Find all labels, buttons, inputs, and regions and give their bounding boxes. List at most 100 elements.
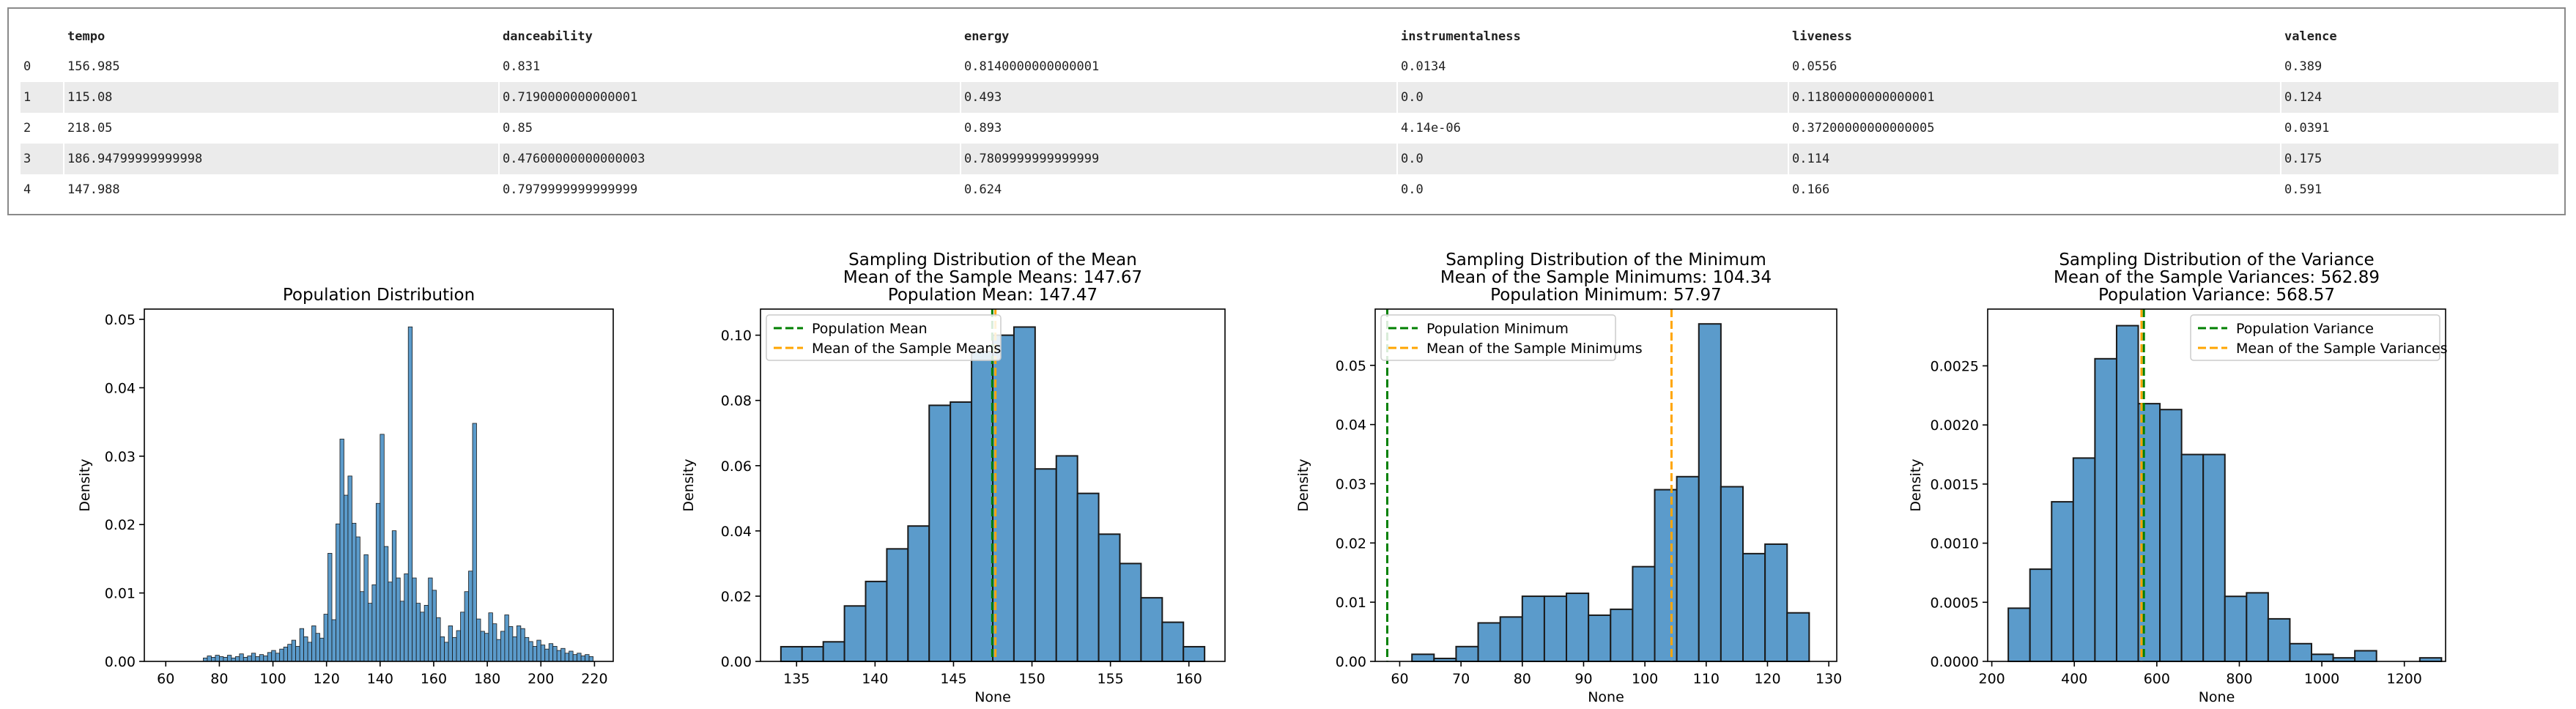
histogram-bar	[311, 626, 317, 662]
table-row: 4 147.988 0.7979999999999999 0.624 0.0 0…	[21, 174, 2558, 205]
histogram-bar	[315, 633, 320, 662]
table-cell: 0.175	[2280, 144, 2558, 174]
x-axis-label: None	[2199, 689, 2235, 705]
plot-frame	[1374, 308, 1837, 662]
histogram-bar	[468, 571, 473, 662]
histogram-bar	[886, 548, 909, 662]
chart-title-line: Population Variance: 568.57	[2098, 286, 2335, 305]
table-cell: 0.11800000000000001	[1788, 82, 2281, 113]
histogram-bar	[2159, 409, 2183, 662]
y-axis-label: Density	[77, 459, 93, 511]
x-tick-label: 160	[421, 671, 447, 687]
histogram-bar	[331, 619, 336, 662]
histogram-bar	[1034, 468, 1057, 662]
histogram-bar	[492, 623, 497, 662]
histogram-bar	[928, 404, 952, 663]
chart-title-line: Population Minimum: 57.97	[1490, 286, 1722, 305]
histogram-bar	[2267, 617, 2291, 663]
histogram-bar	[2029, 568, 2053, 663]
x-tick-label: 80	[1514, 671, 1531, 687]
table-cell: 0.0556	[1788, 51, 2281, 82]
histogram-bar	[907, 525, 930, 662]
histogram-bar	[391, 530, 397, 662]
y-axis-label: Density	[1908, 459, 1924, 511]
table-row: 1 115.08 0.7190000000000001 0.493 0.0 0.…	[21, 82, 2558, 113]
y-tick-label: 0.02	[721, 589, 752, 605]
legend: Population Minimum Mean of the Sample Min…	[1380, 314, 1643, 361]
table-cell: 0.8140000000000001	[960, 51, 1397, 82]
x-tick-label: 150	[1018, 671, 1045, 687]
histogram-bar	[1140, 597, 1163, 662]
x-tick-label: 90	[1574, 671, 1592, 687]
histogram-bar	[383, 546, 389, 662]
table-cell: 147.988	[63, 174, 499, 205]
plot-frame	[1987, 308, 2446, 662]
histogram-bar	[367, 603, 373, 662]
histogram-bar	[1098, 533, 1121, 662]
histogram-bar	[464, 591, 469, 662]
histogram-bar	[440, 636, 445, 662]
row-index: 1	[21, 82, 64, 113]
chart-title-line: Sampling Distribution of the Variance	[2059, 250, 2374, 270]
histogram-bar	[239, 653, 244, 662]
histogram-bar	[1764, 543, 1788, 662]
y-tick-label: 0.00	[105, 654, 136, 670]
legend-box	[1380, 314, 1616, 361]
x-tick-label: 800	[2226, 671, 2252, 687]
table-cell: 0.0	[1396, 174, 1788, 205]
charts-figure: 60 80 100 120 140 160 180 200 220 0.00 0.01 0.02 0.0…	[77, 250, 2448, 705]
histogram-bar	[1543, 595, 1568, 662]
histogram-bar	[1676, 475, 1700, 662]
table-cell: 0.0134	[1396, 51, 1788, 82]
y-tick-label: 0.0010	[1931, 536, 1979, 552]
table-row: 0 156.985 0.831 0.8140000000000001 0.013…	[21, 51, 2558, 82]
column-header: liveness	[1788, 22, 2281, 51]
histogram-bar	[1742, 552, 1766, 662]
y-tick-label: 0.03	[1336, 476, 1366, 492]
histogram-bar	[295, 646, 300, 662]
x-tick-label: 145	[940, 671, 966, 687]
y-tick-label: 0.00	[721, 654, 752, 670]
x-tick-label: 140	[862, 671, 888, 687]
histogram-bar	[1720, 486, 1744, 662]
histogram-bar	[1055, 455, 1078, 662]
chart-panel-4: 200 400 600 800 1000 1200 0.0000 0.0005 0.0010 0.…	[1908, 250, 2448, 705]
y-axis-label: Density	[681, 459, 697, 511]
x-tick-label: 200	[1978, 671, 2005, 687]
histogram-bar	[524, 636, 530, 662]
histogram-bar	[2246, 592, 2269, 662]
y-tick-label: 0.06	[721, 459, 752, 475]
y-tick-label: 0.05	[105, 312, 136, 328]
x-tick-label: 220	[581, 671, 607, 687]
histogram-bar	[476, 618, 481, 662]
x-axis-label: None	[1588, 689, 1624, 705]
histogram-bar	[428, 577, 433, 662]
y-tick-label: 0.04	[1336, 417, 1366, 434]
histogram-bar	[1786, 612, 1810, 663]
y-tick-label: 0.10	[721, 328, 752, 344]
histogram-bar	[1161, 621, 1185, 662]
chart-panel-3: 60 70 80 90 100 110 120 130 0.00 0.01 0.02 0.03 0.04…	[1295, 250, 1842, 705]
table-cell: 0.7809999999999999	[960, 144, 1397, 174]
x-tick-label: 60	[157, 671, 174, 687]
chart-title-line: Population Mean: 147.47	[888, 286, 1098, 305]
chart-panel-1: 60 80 100 120 140 160 180 200 220 0.00 0.01 0.02 0.0…	[77, 286, 614, 687]
column-header: valence	[2280, 22, 2558, 51]
x-tick-label: 400	[2061, 671, 2087, 687]
y-tick-label: 0.04	[105, 380, 136, 396]
histogram-bar	[1477, 622, 1501, 663]
x-tick-label: 70	[1452, 671, 1470, 687]
histogram-bar	[271, 650, 276, 662]
histogram-bar	[452, 636, 457, 662]
histogram-bar	[215, 655, 220, 662]
histogram-bar	[865, 580, 888, 662]
histogram-bar	[279, 648, 284, 662]
table-cell: 0.85	[498, 113, 961, 144]
histogram-bar	[528, 641, 533, 662]
histogram-bar	[375, 502, 381, 662]
x-tick-label: 140	[367, 671, 393, 687]
histogram-bar	[512, 636, 517, 662]
legend-label: Population Minimum	[1426, 321, 1569, 337]
legend-label: Population Mean	[812, 321, 928, 337]
histogram-bar	[780, 645, 803, 662]
